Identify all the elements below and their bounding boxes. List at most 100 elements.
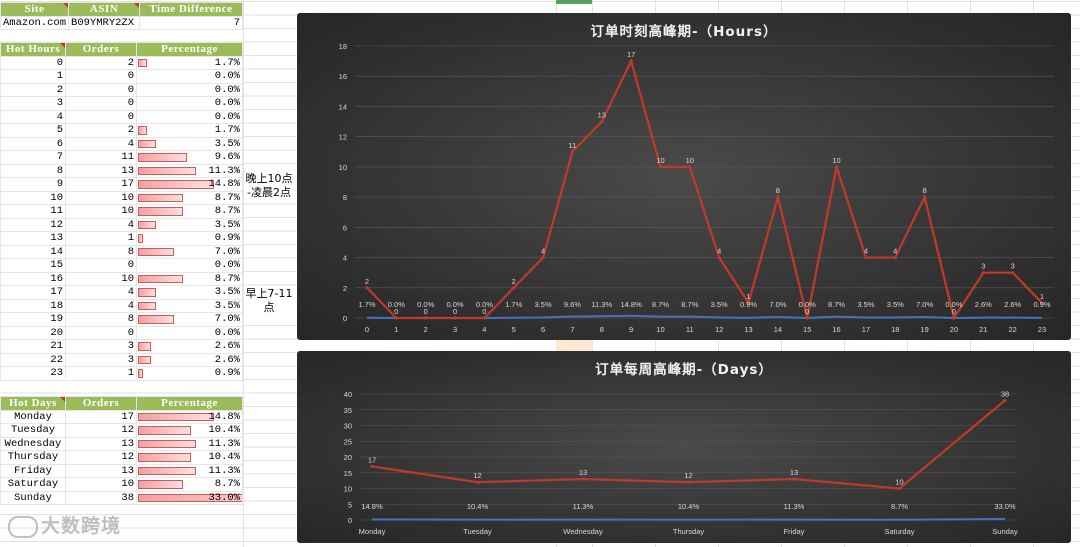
hour-cell[interactable]: 16 [0,271,66,286]
hour-cell[interactable]: 3 [0,96,66,111]
hour-row[interactable]: 5 2 1.7% [0,123,243,138]
orders-point[interactable] [475,480,480,484]
hour-cell[interactable]: 6 [0,136,66,151]
hour-cell[interactable]: 2 [0,82,66,97]
percentage-cell[interactable]: 11.3% [136,463,243,478]
orders-cell[interactable]: 13 [65,163,137,178]
evening-peak-note[interactable]: 晚上10点 -凌晨2点 [244,172,294,200]
orders-point[interactable] [658,165,663,169]
orders-point[interactable] [394,316,398,320]
percentage-cell[interactable]: 0.0% [136,109,243,124]
time-difference-header[interactable]: Time Difference [139,2,243,17]
hour-row[interactable]: 10 10 8.7% [0,190,243,205]
hour-row[interactable]: 22 3 2.6% [0,352,243,367]
percentage-cell[interactable]: 14.8% [136,409,243,424]
percentage-cell[interactable]: 7.0% [136,312,243,327]
hour-row[interactable]: 21 3 2.6% [0,339,243,354]
percentage-cell[interactable]: 10.4% [136,450,243,465]
orders-point[interactable] [688,165,692,169]
day-cell[interactable]: Friday [0,463,66,478]
morning-peak-note[interactable]: 早上7-11 点 [244,287,294,315]
orders-point[interactable] [805,316,809,320]
hour-cell[interactable]: 8 [0,163,66,178]
orders-cell[interactable]: 0 [65,109,137,124]
orders-cell[interactable]: 2 [65,123,137,138]
asin-cell[interactable]: B09YMRY2ZX [68,15,141,30]
percentage-cell[interactable]: 3.5% [136,298,243,313]
orders-point[interactable] [864,255,868,260]
hour-cell[interactable]: 20 [0,325,66,340]
percentage-cell[interactable]: 3.5% [136,285,243,300]
time-difference-cell[interactable]: 7 [139,15,243,30]
day-row[interactable]: Tuesday 12 10.4% [0,423,243,438]
percentage-cell[interactable]: 11.3% [136,163,243,178]
orders-point[interactable] [365,286,369,290]
orders-point[interactable] [792,477,796,481]
orders-cell[interactable]: 4 [65,217,137,232]
orders-point[interactable] [581,477,585,481]
orders-point[interactable] [512,286,516,290]
orders-cell[interactable]: 0 [65,325,137,340]
day-row[interactable]: Sunday 38 33.0% [0,490,243,505]
orders-cell[interactable]: 4 [65,285,137,300]
hour-cell[interactable]: 0 [0,55,66,70]
hour-cell[interactable]: 12 [0,217,66,232]
site-cell[interactable]: Amazon.com [0,15,70,30]
orders-point[interactable] [1003,398,1007,402]
orders-cell[interactable]: 8 [65,244,137,259]
hour-cell[interactable]: 11 [0,204,66,219]
percentage-cell[interactable]: 7.0% [136,244,243,259]
orders-point[interactable] [453,316,457,320]
hour-row[interactable]: 4 0 0.0% [0,109,243,124]
orders-cell[interactable]: 2 [65,55,137,70]
percentage-cell[interactable]: 0.9% [136,366,243,381]
orders-cell[interactable]: 8 [65,312,137,327]
hour-cell[interactable]: 22 [0,352,66,367]
orders-header[interactable]: Orders [65,396,137,411]
orders-point[interactable] [1011,271,1015,275]
percentage-cell[interactable]: 0.9% [136,231,243,246]
hour-row[interactable]: 12 4 3.5% [0,217,243,232]
orders-cell[interactable]: 0 [65,96,137,111]
orders-point[interactable] [1040,301,1044,305]
day-cell[interactable]: Sunday [0,490,66,505]
percentage-cell[interactable]: 3.5% [136,217,243,232]
orders-point[interactable] [897,486,902,491]
day-row[interactable]: Wednesday 13 11.3% [0,436,243,451]
day-cell[interactable]: Monday [0,409,66,424]
hot-hours-header[interactable]: Hot Hours [0,42,66,57]
hour-row[interactable]: 11 10 8.7% [0,204,243,219]
hour-cell[interactable]: 7 [0,150,66,165]
asin-header[interactable]: ASIN [68,2,141,17]
hour-cell[interactable]: 1 [0,69,66,84]
hour-row[interactable]: 16 10 8.7% [0,271,243,286]
orders-cell[interactable]: 1 [65,366,137,381]
hot-days-header[interactable]: Hot Days [0,396,66,411]
orders-header[interactable]: Orders [65,42,137,57]
orders-cell[interactable]: 11 [65,150,137,165]
orders-cell[interactable]: 13 [65,463,137,478]
orders-point[interactable] [570,150,575,154]
hour-row[interactable]: 15 0 0.0% [0,258,243,273]
day-cell[interactable]: Wednesday [0,436,66,451]
percentage-cell[interactable]: 11.3% [136,436,243,451]
percentage-cell[interactable]: 8.7% [136,190,243,205]
day-cell[interactable]: Saturday [0,477,66,492]
percentage-cell[interactable]: 0.0% [136,82,243,97]
orders-cell[interactable]: 10 [65,190,137,205]
hour-row[interactable]: 17 4 3.5% [0,285,243,300]
percentage-cell[interactable]: 33.0% [136,490,243,505]
orders-cell[interactable]: 0 [65,69,137,84]
percentage-cell[interactable]: 8.7% [136,271,243,286]
percentage-cell[interactable]: 8.7% [136,477,243,492]
hour-cell[interactable]: 4 [0,109,66,124]
percentage-cell[interactable]: 0.0% [136,69,243,84]
day-row[interactable]: Thursday 12 10.4% [0,450,243,465]
orders-point[interactable] [776,195,780,199]
percentage-cell[interactable]: 0.0% [136,96,243,111]
percentage-header[interactable]: Percentage [136,396,243,411]
hour-row[interactable]: 8 13 11.3% [0,163,243,178]
hours-chart[interactable]: 订单时刻高峰期-（Hours） 0 2 4 6 8 10 12 14 16 18 0 1 2 3 4 5 6 7 8 9… [297,13,1071,340]
orders-cell[interactable]: 17 [65,177,137,192]
percentage-cell[interactable]: 9.6% [136,150,243,165]
